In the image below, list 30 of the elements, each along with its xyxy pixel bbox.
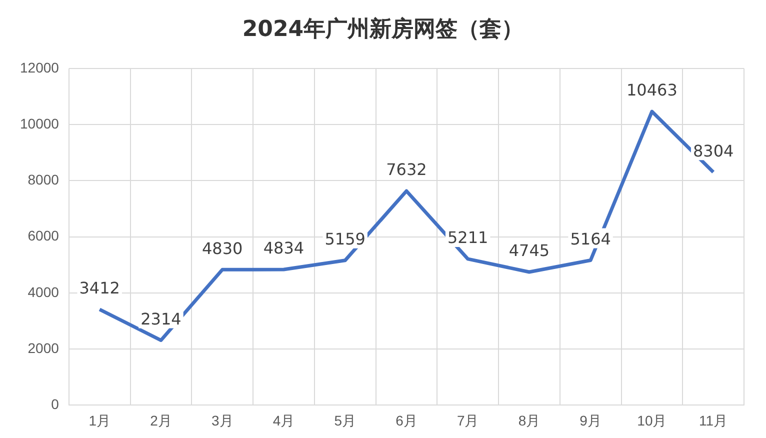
data-label: 10463 bbox=[626, 80, 678, 100]
x-tick-label: 5月 bbox=[334, 412, 356, 428]
y-tick-label: 8000 bbox=[28, 172, 60, 188]
y-tick-label: 0 bbox=[51, 396, 60, 412]
y-tick-label: 4000 bbox=[28, 284, 60, 300]
x-tick-label: 9月 bbox=[580, 412, 602, 428]
data-label: 5211 bbox=[447, 228, 488, 248]
x-tick-label: 7月 bbox=[456, 412, 479, 428]
y-tick-label: 2000 bbox=[28, 340, 60, 356]
y-tick-label: 6000 bbox=[28, 228, 60, 244]
y-tick-label: 10000 bbox=[20, 115, 60, 132]
x-tick-label: 4月 bbox=[272, 412, 295, 428]
x-tick-label: 11月 bbox=[699, 412, 728, 428]
x-tick-label: 8月 bbox=[518, 412, 540, 428]
data-label: 7632 bbox=[386, 160, 427, 180]
data-label: 4834 bbox=[263, 238, 304, 258]
chart-title: 2024年广州新房网签（套） bbox=[241, 16, 525, 44]
data-label: 4745 bbox=[508, 241, 550, 260]
data-label: 2314 bbox=[140, 309, 182, 328]
x-tick-label: 10月 bbox=[637, 412, 667, 428]
x-tick-label: 3月 bbox=[211, 412, 234, 428]
data-label: 3412 bbox=[79, 278, 120, 298]
data-label: 5164 bbox=[570, 229, 611, 248]
x-tick-label: 2月 bbox=[150, 412, 172, 428]
x-tick-label: 1月 bbox=[88, 412, 111, 428]
x-tick-label: 6月 bbox=[396, 412, 418, 428]
data-label: 4830 bbox=[202, 238, 243, 258]
y-tick-label: 12000 bbox=[20, 59, 60, 76]
data-label: 5159 bbox=[324, 230, 366, 249]
data-label: 8304 bbox=[692, 141, 734, 160]
